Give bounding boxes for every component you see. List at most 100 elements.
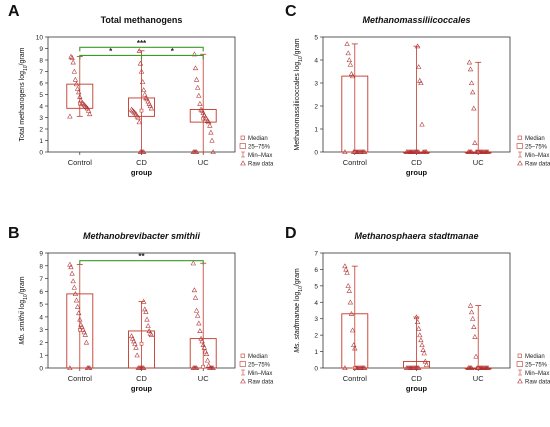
y-tick-label: 4 — [39, 104, 43, 111]
raw-data-point — [72, 291, 79, 296]
y-tick-label: 8 — [39, 263, 43, 270]
raw-data-point — [144, 96, 150, 102]
y-axis-label-part: /gram — [19, 47, 26, 65]
raw-data-point — [131, 108, 137, 114]
legend-box-icon — [239, 361, 246, 367]
raw-data-point — [195, 312, 201, 318]
x-tick-label: Control — [343, 158, 368, 167]
y-tick-label: 3 — [314, 81, 318, 88]
raw-data-point — [141, 298, 147, 304]
raw-data-point — [423, 361, 430, 367]
y-axis-label: Total methanogens log10/gram — [19, 47, 29, 141]
raw-data-point — [195, 84, 201, 90]
raw-data-point — [201, 112, 207, 118]
raw-data-point — [76, 89, 82, 95]
raw-data-point — [202, 348, 209, 354]
raw-data-point — [418, 337, 424, 343]
legend-label: 25–75% — [248, 363, 271, 369]
raw-data-point — [148, 332, 155, 337]
raw-data-point — [351, 149, 357, 155]
y-tick-label: 5 — [39, 302, 43, 309]
y-tick-label: 6 — [39, 289, 43, 296]
raw-data-point — [198, 106, 204, 112]
raw-data-point — [197, 100, 203, 106]
raw-data-point — [201, 344, 207, 350]
significance-bracket — [79, 260, 204, 265]
legend-label: Raw data — [248, 162, 274, 168]
legend-whisker-icon — [241, 369, 245, 376]
y-tick-label: 0 — [314, 150, 318, 157]
x-axis-label: group — [131, 384, 153, 393]
raw-data-point — [416, 325, 422, 331]
legend-triangle-icon — [240, 160, 246, 166]
legend-label: Median — [525, 136, 545, 142]
x-tick-label: CD — [411, 158, 422, 167]
legend-label: Median — [248, 136, 268, 142]
raw-data-point — [68, 264, 74, 270]
legend-label: Min–Max — [525, 153, 549, 159]
raw-data-point — [192, 294, 199, 300]
legend-triangle-icon — [240, 378, 246, 384]
raw-data-point — [414, 319, 421, 325]
box-iqr — [66, 293, 94, 369]
raw-data-point — [417, 332, 423, 338]
legend-box-icon — [239, 143, 246, 149]
raw-data-point — [191, 51, 198, 57]
x-axis-label: group — [406, 168, 428, 177]
panel-label: A — [8, 3, 20, 20]
raw-data-point — [467, 302, 474, 308]
raw-data-point — [67, 365, 73, 371]
legend-whisker-icon — [518, 151, 522, 158]
raw-data-point — [142, 306, 148, 312]
raw-data-point — [146, 328, 152, 333]
y-axis-label: Methanomassiliicoccales log10/gram — [294, 38, 304, 150]
raw-data-point — [345, 50, 351, 56]
y-tick-label: 1 — [314, 127, 318, 134]
raw-data-point — [130, 335, 136, 341]
y-tick-label: 10 — [36, 35, 44, 42]
raw-data-point — [206, 119, 212, 125]
raw-data-point — [135, 114, 141, 120]
y-tick-label: 7 — [39, 276, 43, 283]
y-tick-label: 3 — [314, 316, 318, 323]
raw-data-point — [190, 365, 196, 371]
median-marker — [139, 341, 144, 346]
y-axis-label-part: log — [19, 300, 26, 311]
y-tick-label: 0 — [39, 150, 43, 157]
y-tick-label: 3 — [39, 327, 43, 334]
y-axis-label-part: /gram — [19, 276, 26, 294]
raw-data-point — [83, 339, 90, 345]
raw-data-point — [474, 365, 480, 371]
median-marker — [201, 364, 206, 369]
y-axis-label-part: Total methanogens log — [19, 71, 26, 142]
raw-data-point — [87, 111, 93, 117]
raw-data-point — [347, 61, 354, 67]
legend-triangle-icon — [517, 160, 523, 166]
legend-whisker-icon — [241, 151, 245, 158]
x-axis-label: group — [406, 384, 428, 393]
x-tick-label: UC — [473, 374, 484, 383]
raw-data-point — [74, 85, 81, 91]
panel-c: C Methanomassiliicoccales 0 1 2 3 4 5 Methanomas… — [285, 3, 550, 177]
legend-label: Min–Max — [248, 371, 272, 377]
raw-data-point — [349, 73, 356, 79]
box-iqr — [66, 83, 94, 109]
box-iqr — [189, 108, 217, 123]
y-axis-label-part: Mb. smithii — [19, 311, 26, 345]
y-tick-label: 1 — [314, 349, 318, 356]
median-marker — [139, 108, 144, 113]
y-tick-label: 0 — [314, 366, 318, 373]
legend-label: 25–75% — [525, 145, 548, 151]
raw-data-point — [471, 324, 477, 329]
raw-data-point — [197, 328, 203, 333]
raw-data-point — [344, 269, 350, 275]
raw-data-point — [69, 54, 75, 60]
raw-data-point — [473, 353, 479, 359]
y-tick-label: 5 — [39, 92, 43, 99]
raw-data-point — [142, 91, 148, 97]
y-tick-label: 9 — [39, 46, 43, 53]
y-tick-label: 2 — [314, 333, 318, 340]
x-tick-label: CD — [411, 374, 422, 383]
legend-label: Raw data — [525, 380, 550, 386]
